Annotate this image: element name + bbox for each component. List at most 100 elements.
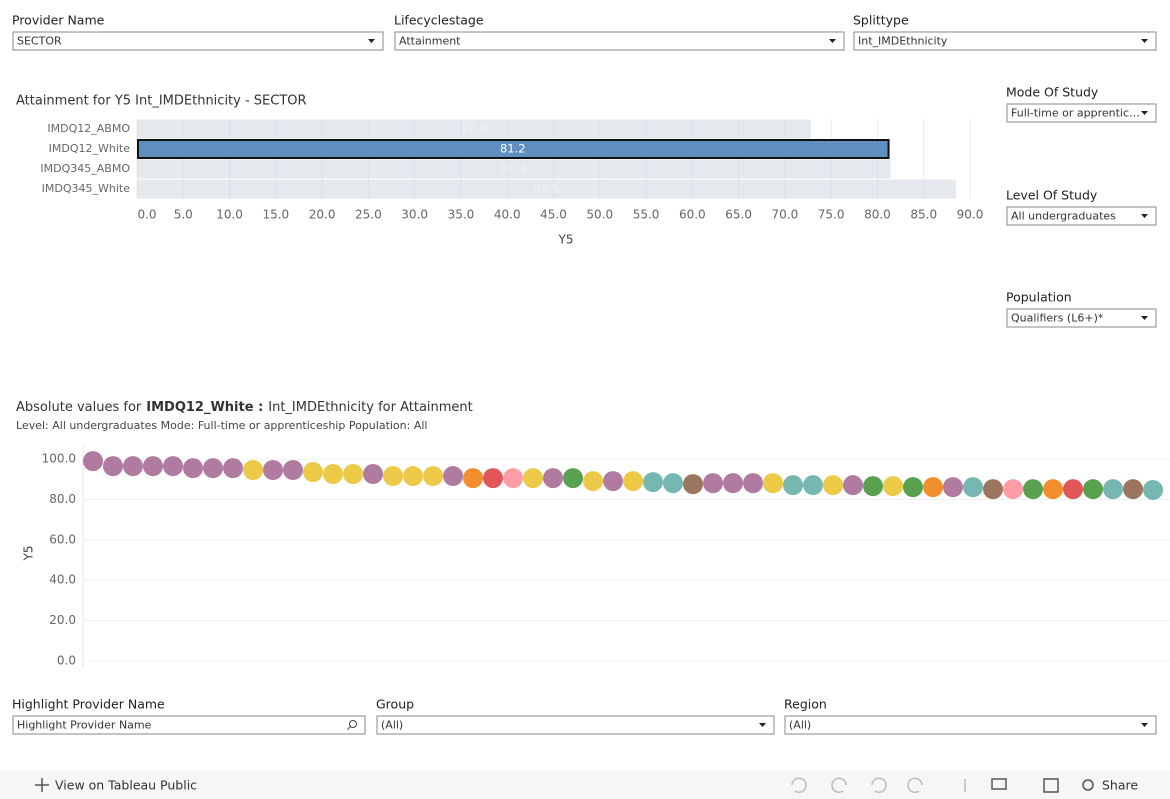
dot[interactable] [223, 458, 243, 479]
filter-dropdown[interactable] [853, 31, 1157, 51]
dropdown-arrow [1141, 316, 1148, 320]
share-icon[interactable] [1082, 779, 1094, 791]
x-tick-label: 0.0 [137, 208, 156, 222]
filter-label: Highlight Provider Name [12, 697, 165, 712]
dot[interactable] [1063, 479, 1083, 500]
dropdown-arrow [1141, 723, 1148, 727]
dot[interactable] [163, 456, 183, 477]
filter-dropdown[interactable] [1006, 103, 1157, 123]
dot[interactable] [783, 475, 803, 496]
dot[interactable] [503, 468, 523, 489]
filter-value: (All) [789, 719, 811, 732]
dot[interactable] [83, 451, 103, 472]
dot[interactable] [1003, 479, 1023, 500]
dot[interactable] [1043, 479, 1063, 500]
refresh-icon[interactable] [907, 777, 923, 793]
x-tick-label: 5.0 [174, 208, 193, 222]
dot[interactable] [523, 468, 543, 489]
dot[interactable] [903, 477, 923, 498]
dot[interactable] [683, 474, 703, 495]
filter-dropdown[interactable] [1006, 206, 1157, 226]
dot[interactable] [923, 477, 943, 498]
filter-dropdown[interactable] [12, 715, 366, 735]
dot[interactable] [803, 475, 823, 496]
dot[interactable] [443, 466, 463, 487]
bar[interactable] [137, 139, 890, 159]
filter-label: Group [376, 697, 414, 712]
filter-value: Attainment [399, 35, 461, 48]
dot[interactable] [1143, 479, 1163, 500]
revert-icon[interactable] [871, 777, 887, 793]
undo-icon[interactable] [791, 777, 807, 793]
chart-title: Attainment for Y5 Int_IMDEthnicity - SEC… [16, 94, 307, 109]
dot[interactable] [103, 456, 123, 477]
fullscreen-icon[interactable] [1043, 778, 1059, 793]
dot[interactable] [823, 475, 843, 496]
dot[interactable] [703, 473, 723, 494]
dot[interactable] [1123, 479, 1143, 500]
filter-dropdown[interactable] [1006, 308, 1157, 328]
dot[interactable] [463, 468, 483, 489]
x-tick-label: 10.0 [216, 208, 243, 222]
bar[interactable] [137, 119, 811, 139]
dot[interactable] [543, 468, 563, 489]
dot[interactable] [343, 464, 363, 485]
dot[interactable] [283, 459, 303, 480]
download-icon[interactable] [991, 778, 1007, 790]
dot[interactable] [943, 477, 963, 498]
x-tick-label: 20.0 [309, 208, 336, 222]
y-tick-label: 80.0 [49, 492, 76, 506]
dot[interactable] [983, 479, 1003, 500]
dot[interactable] [483, 468, 503, 489]
filter-dropdown[interactable] [12, 31, 384, 51]
dot[interactable] [403, 466, 423, 487]
redo-icon[interactable] [831, 777, 847, 793]
view-link[interactable]: View on Tableau Public [55, 778, 197, 793]
filter-value: Highlight Provider Name [17, 719, 152, 732]
bar[interactable] [137, 159, 891, 179]
title-part: Absolute values for [16, 400, 142, 415]
y-axis-title: Y5 [22, 546, 36, 562]
dot[interactable] [303, 462, 323, 483]
dot[interactable] [763, 473, 783, 494]
dot[interactable] [383, 466, 403, 487]
dot[interactable] [963, 477, 983, 498]
dropdown-arrow [759, 723, 766, 727]
filter-dropdown[interactable] [784, 715, 1157, 735]
dot[interactable] [663, 473, 683, 494]
dot[interactable] [143, 456, 163, 477]
dot[interactable] [743, 473, 763, 494]
filter-dropdown[interactable] [394, 31, 845, 51]
dot[interactable] [323, 464, 343, 485]
y-tick-label: 40.0 [49, 573, 76, 587]
dot[interactable] [123, 456, 143, 477]
dot[interactable] [723, 473, 743, 494]
dot[interactable] [423, 466, 443, 487]
dot[interactable] [243, 459, 263, 480]
dot[interactable] [883, 476, 903, 497]
filter-value: Full-time or apprentic… [1011, 107, 1140, 120]
dot[interactable] [583, 471, 603, 492]
x-tick-label: 15.0 [262, 208, 289, 222]
dot[interactable] [643, 472, 663, 493]
dot[interactable] [263, 459, 283, 480]
dot[interactable] [203, 458, 223, 479]
dot[interactable] [603, 471, 623, 492]
dot[interactable] [1083, 479, 1103, 500]
y-tick-label: IMDQ12_ABMO [47, 122, 130, 135]
dot[interactable] [183, 458, 203, 479]
dot[interactable] [1023, 479, 1043, 500]
bar[interactable] [137, 179, 957, 199]
dropdown-arrow [1141, 39, 1148, 43]
dot[interactable] [1103, 479, 1123, 500]
share-button[interactable]: Share [1102, 778, 1138, 793]
dot[interactable] [563, 468, 583, 489]
filter-dropdown[interactable] [376, 715, 775, 735]
dot[interactable] [363, 464, 383, 485]
dot[interactable] [623, 471, 643, 492]
dot[interactable] [863, 476, 883, 497]
dot[interactable] [843, 475, 863, 496]
filter-label: Splittype [853, 13, 909, 28]
search-icon [347, 726, 351, 730]
